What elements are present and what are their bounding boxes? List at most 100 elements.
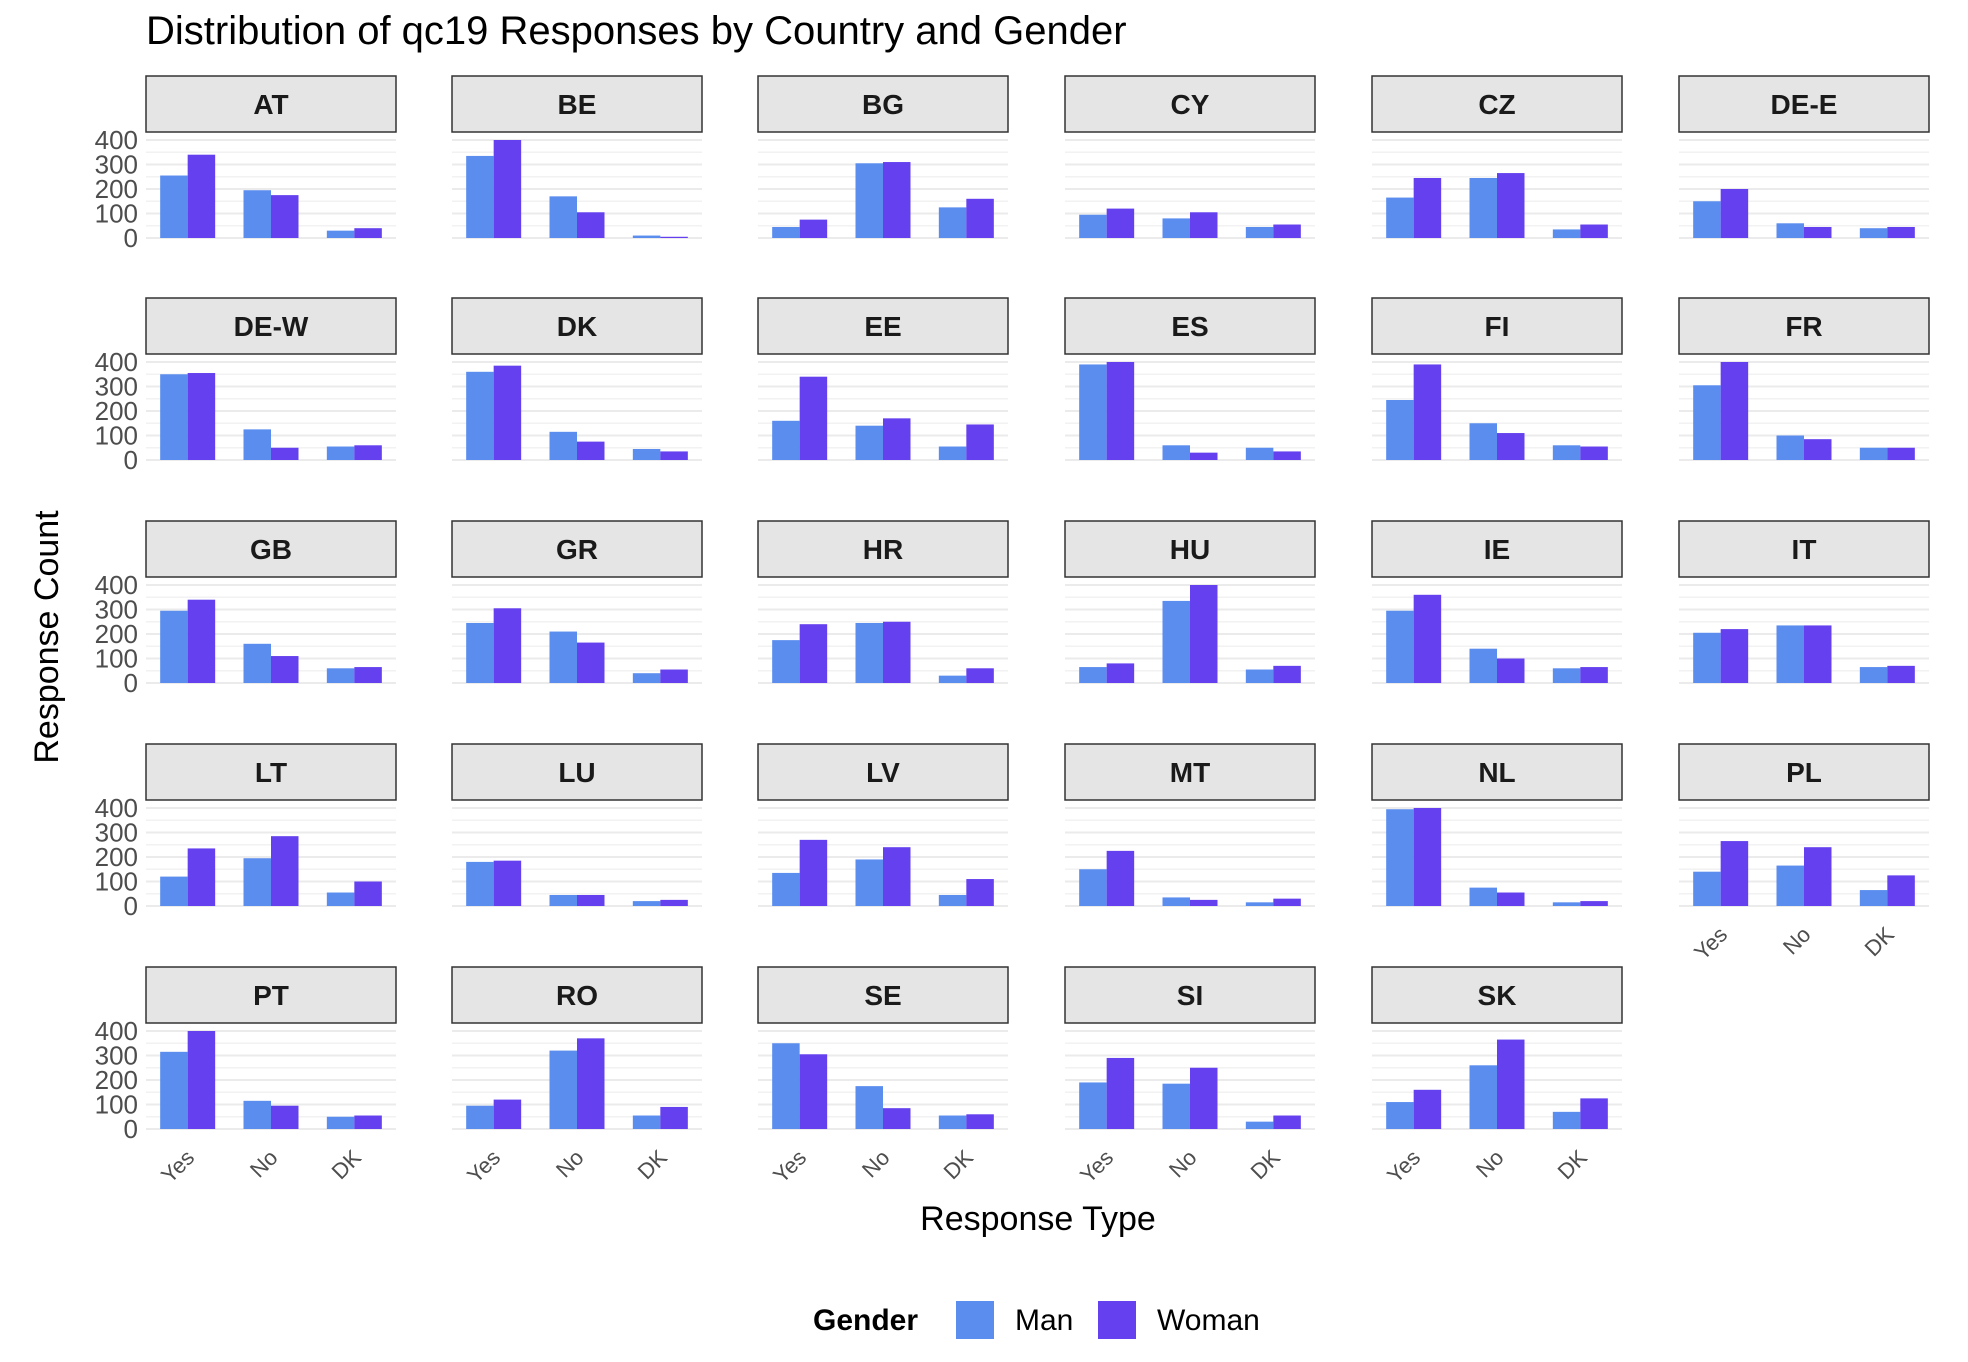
bar-ee-yes-man	[772, 420, 800, 460]
bar-bg-yes-woman	[799, 219, 828, 238]
bar-lt-yes-man	[160, 876, 188, 906]
bar-lv-yes-man	[772, 872, 800, 906]
bar-de-w-no-woman	[271, 447, 299, 460]
bar-ie-yes-man	[1386, 610, 1414, 683]
bar-lv-dk-man	[938, 894, 967, 906]
bar-ee-yes-woman	[799, 376, 828, 460]
x-tick-label-pt-yes: Yes	[156, 1145, 199, 1188]
x-tick-label-sk-yes: Yes	[1382, 1145, 1425, 1188]
bar-lu-dk-woman	[660, 899, 688, 906]
bar-de-w-yes-woman	[187, 373, 216, 460]
facet-label-cy: CY	[1171, 89, 1210, 120]
y-tick-label-pt-0: 0	[124, 1114, 138, 1144]
bar-bg-no-man	[855, 163, 883, 238]
facet-strip-at	[145, 75, 397, 133]
bar-gr-no-woman	[577, 642, 605, 683]
bar-gr-no-man	[549, 631, 577, 683]
facet-label-es: ES	[1171, 311, 1208, 342]
y-tick-label-de-w-400: 400	[95, 347, 138, 377]
facet-label-sk: SK	[1478, 980, 1517, 1011]
y-tick-label-at-200: 200	[95, 174, 138, 204]
y-tick-label-at-100: 100	[95, 199, 138, 229]
bar-ee-dk-man	[938, 446, 967, 460]
facet-strip-cz	[1371, 75, 1623, 133]
x-tick-label-si-yes: Yes	[1075, 1145, 1118, 1188]
bar-at-yes-woman	[187, 154, 216, 238]
bar-pt-no-woman	[271, 1105, 299, 1129]
facet-strip-si	[1064, 966, 1316, 1024]
bar-fi-no-man	[1469, 423, 1497, 460]
bar-si-dk-man	[1245, 1121, 1274, 1129]
bar-fr-dk-man	[1859, 447, 1888, 460]
bar-lv-yes-woman	[799, 839, 828, 906]
x-tick-label-si-dk: DK	[1246, 1145, 1286, 1185]
facet-label-hu: HU	[1170, 534, 1210, 565]
bar-si-yes-man	[1079, 1082, 1107, 1129]
bar-mt-yes-man	[1079, 869, 1107, 906]
bar-dk-yes-man	[466, 371, 494, 460]
bar-ie-yes-woman	[1413, 594, 1442, 683]
bar-lt-no-woman	[271, 836, 299, 906]
legend: Gender Man Woman	[813, 1301, 1260, 1339]
facet-strip-ro	[451, 966, 703, 1024]
bar-it-yes-woman	[1720, 629, 1749, 683]
facet-label-bg: BG	[862, 89, 904, 120]
bar-pl-dk-woman	[1887, 875, 1915, 906]
bar-cy-dk-woman	[1273, 224, 1301, 238]
facet-label-de-w: DE-W	[234, 311, 309, 342]
bar-sk-dk-man	[1552, 1111, 1581, 1129]
chart-title: Distribution of qc19 Responses by Countr…	[146, 9, 1127, 53]
bar-pl-yes-man	[1693, 871, 1721, 906]
bar-es-yes-woman	[1106, 362, 1135, 460]
facet-strip-se	[757, 966, 1009, 1024]
bar-hr-dk-woman	[966, 668, 994, 683]
bar-fi-dk-man	[1552, 445, 1581, 460]
bar-lv-no-woman	[883, 847, 911, 906]
bar-dk-dk-man	[632, 448, 661, 460]
x-tick-label-se-dk: DK	[939, 1145, 979, 1185]
bar-be-dk-woman	[660, 236, 688, 238]
bar-at-dk-woman	[354, 228, 382, 238]
bar-bg-yes-man	[772, 226, 800, 238]
bar-lu-no-man	[549, 894, 577, 906]
legend-label-man: Man	[1015, 1304, 1073, 1337]
facet-strip-hr	[757, 520, 1009, 578]
facet-label-cz: CZ	[1478, 89, 1515, 120]
facet-strip-de-e	[1678, 75, 1930, 133]
bar-gb-dk-man	[326, 668, 355, 683]
bar-fi-dk-woman	[1580, 446, 1608, 460]
bar-be-no-woman	[577, 212, 605, 238]
facet-strip-pt	[145, 966, 397, 1024]
bar-de-e-dk-woman	[1887, 226, 1915, 238]
bar-cz-no-woman	[1497, 173, 1525, 238]
y-tick-label-lt-0: 0	[124, 891, 138, 921]
y-tick-label-pt-300: 300	[95, 1041, 138, 1071]
bar-gb-yes-man	[160, 610, 188, 683]
facet-strip-be	[451, 75, 703, 133]
x-tick-label-ro-yes: Yes	[462, 1145, 505, 1188]
bar-cz-dk-woman	[1580, 224, 1608, 238]
bar-de-e-no-woman	[1804, 226, 1832, 238]
y-tick-label-lt-100: 100	[95, 867, 138, 897]
bar-fr-dk-woman	[1887, 447, 1915, 460]
bar-dk-yes-woman	[493, 365, 522, 460]
y-tick-label-at-300: 300	[95, 150, 138, 180]
bar-dk-dk-woman	[660, 451, 688, 460]
x-tick-label-sk-no: No	[1471, 1145, 1509, 1183]
bar-lu-dk-man	[632, 901, 661, 906]
y-tick-label-gb-200: 200	[95, 619, 138, 649]
bar-lu-yes-man	[466, 861, 494, 906]
bar-ie-no-man	[1469, 648, 1497, 683]
bar-gr-yes-woman	[493, 608, 522, 683]
facet-label-fr: FR	[1785, 311, 1822, 342]
bar-hr-dk-man	[938, 675, 967, 683]
y-tick-label-de-w-300: 300	[95, 372, 138, 402]
x-tick-label-pl-dk: DK	[1860, 922, 1900, 962]
bar-be-dk-man	[632, 235, 661, 238]
y-tick-label-de-w-0: 0	[124, 445, 138, 475]
bar-pl-yes-woman	[1720, 841, 1749, 906]
facet-label-ie: IE	[1484, 534, 1510, 565]
bar-se-dk-man	[938, 1115, 967, 1129]
bar-at-yes-man	[160, 175, 188, 238]
